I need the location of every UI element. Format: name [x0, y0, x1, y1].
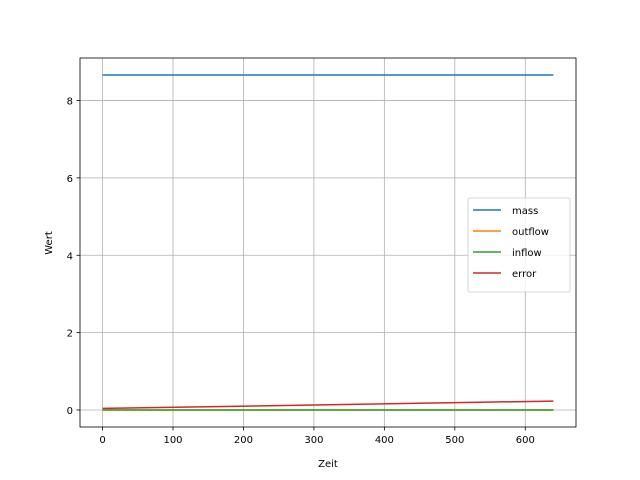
- x-tick-label: 100: [163, 435, 182, 446]
- x-tick-label: 400: [375, 435, 394, 446]
- x-tick-label: 600: [516, 435, 535, 446]
- y-tick-label: 0: [67, 406, 73, 417]
- y-tick-label: 4: [67, 251, 73, 262]
- series-line-error: [102, 400, 554, 410]
- y-tick-label: 8: [67, 97, 73, 108]
- x-axis-ticks: 0 100 200 300 400 500 600: [99, 427, 535, 446]
- legend-label-inflow: inflow: [512, 248, 542, 259]
- y-tick-label: 6: [67, 174, 73, 185]
- legend-label-mass: mass: [512, 206, 538, 217]
- x-axis-label: Zeit: [318, 459, 338, 470]
- x-tick-label: 200: [234, 435, 253, 446]
- legend-box: [467, 197, 571, 293]
- x-tick-label: 0: [99, 435, 105, 446]
- y-axis-label: Wert: [44, 231, 55, 255]
- x-tick-label: 500: [445, 435, 464, 446]
- x-tick-label: 300: [304, 435, 323, 446]
- y-tick-label: 2: [67, 329, 73, 340]
- series-lines: [102, 74, 554, 411]
- legend-label-outflow: outflow: [512, 227, 549, 238]
- plot-frame: [79, 57, 577, 428]
- legend-label-error: error: [512, 269, 537, 280]
- legend: mass outflow inflow error: [467, 197, 571, 293]
- y-axis-ticks: 0 2 4 6 8: [67, 97, 80, 417]
